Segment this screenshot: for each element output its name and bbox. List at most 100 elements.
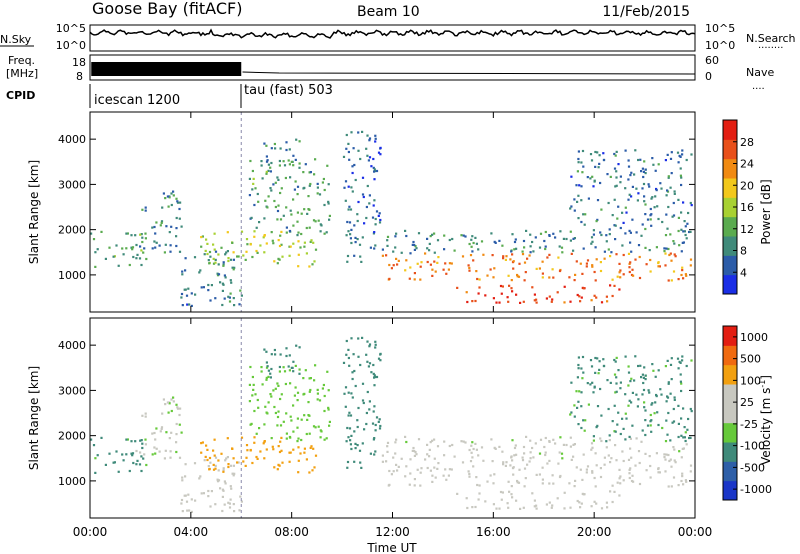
power-echo-cell [544, 230, 547, 234]
velocity-echo-cell [251, 375, 254, 379]
power-echo-cell [533, 299, 536, 302]
power-echo-cell [468, 266, 471, 270]
power-echo-cell [593, 294, 596, 297]
velocity-echo-cell [609, 461, 612, 464]
velocity-echo-cell [353, 430, 356, 433]
velocity-echo-cell [580, 502, 583, 505]
power-echo-cell [222, 283, 225, 286]
velocity-echo-cell [538, 473, 541, 476]
colorbar-swatch [723, 274, 737, 295]
power-echo-cell [664, 234, 668, 237]
velocity-echo-cell [593, 476, 596, 480]
velocity-echo-cell [321, 387, 324, 390]
power-echo-cell [143, 247, 146, 250]
velocity-echo-cell [96, 454, 99, 457]
colorbar-swatch [723, 480, 737, 501]
power-echo-cell [493, 267, 496, 270]
power-echo-cell [502, 257, 505, 260]
power-echo-cell [541, 272, 544, 275]
power-echo-cell [379, 146, 382, 149]
velocity-echo-cell [560, 452, 564, 455]
velocity-echo-cell [621, 417, 624, 420]
power-echo-cell [569, 239, 572, 242]
velocity-echo-cell [248, 400, 251, 403]
power-echo-cell [94, 251, 97, 254]
power-echo-cell [282, 160, 285, 163]
power-echo-cell [222, 263, 225, 266]
power-echo-cell [419, 265, 422, 268]
velocity-echo-cell [374, 346, 377, 349]
velocity-echo-cell [669, 392, 672, 395]
power-echo-cell [669, 252, 672, 255]
power-echo-cell [677, 161, 680, 164]
power-echo-cell [513, 240, 517, 244]
velocity-echo-cell [276, 382, 279, 385]
power-echo-cell [164, 243, 167, 246]
velocity-echo-cell [100, 436, 103, 439]
velocity-echo-cell [617, 369, 620, 372]
velocity-echo-cell [613, 358, 616, 362]
power-echo-cell [249, 159, 252, 163]
velocity-echo-cell [470, 451, 473, 454]
power-echo-cell [630, 250, 633, 253]
power-echo-cell [345, 147, 348, 150]
power-echo-cell [649, 214, 652, 217]
power-echo-cell [305, 252, 308, 255]
freq-panel: Freq. [MHz] 18 8 60 0 Nave .... [6, 54, 774, 92]
velocity-echo-cell [155, 447, 158, 450]
velocity-echo-cell [591, 471, 594, 474]
power-echo-cell [131, 248, 134, 251]
power-echo-cell [519, 301, 522, 304]
velocity-echo-cell [285, 432, 288, 435]
power-echo-cell [570, 175, 573, 178]
velocity-echo-cell [596, 357, 599, 360]
power-echo-cell [680, 183, 683, 187]
power-echo-cell [292, 198, 295, 201]
power-echo-cell [681, 153, 684, 156]
velocity-echo-cell [263, 423, 266, 426]
velocity-echo-cell [646, 424, 650, 427]
velocity-echo-cell [140, 439, 143, 442]
velocity-echo-cell [645, 469, 648, 472]
velocity-echo-cell [548, 440, 551, 443]
velocity-echo-cell [260, 370, 263, 373]
velocity-echo-cell [624, 393, 627, 396]
velocity-echo-cell [316, 392, 319, 395]
velocity-echo-cell [575, 390, 578, 393]
power-echo-cell [560, 246, 564, 249]
power-echo-cell [308, 265, 311, 268]
power-echo-cell [689, 264, 692, 267]
power-echo-cell [594, 279, 597, 282]
velocity-echo-cell [255, 432, 258, 435]
power-echo-cell [685, 237, 688, 240]
velocity-echo-cell [676, 357, 680, 360]
velocity-echo-cell [510, 456, 513, 459]
velocity-echo-cell [554, 442, 557, 445]
power-echo-cell [426, 247, 429, 250]
velocity-echo-cell [222, 470, 225, 473]
velocity-echo-cell [347, 414, 350, 417]
power-echo-cell [470, 245, 473, 248]
power-echo-cell [590, 242, 593, 245]
velocity-echo-cell [512, 473, 515, 476]
power-echo-cell [279, 234, 282, 237]
velocity-echo-cell [628, 399, 631, 402]
velocity-echo-cell [593, 500, 596, 503]
velocity-echo-cell [599, 475, 603, 479]
power-echo-cell [518, 262, 521, 265]
power-echo-cell [433, 260, 436, 263]
power-echo-cell [277, 178, 280, 181]
power-echo-cell [251, 255, 254, 259]
power-echo-cell [667, 279, 670, 282]
velocity-echo-cell [664, 365, 667, 368]
power-echo-cell [135, 243, 138, 247]
power-echo-cell [409, 252, 412, 255]
velocity-echo-cell [628, 472, 631, 475]
power-echo-cell [501, 244, 504, 247]
power-echo-cell [228, 296, 231, 299]
velocity-echo-cell [615, 382, 618, 385]
velocity-echo-cell [265, 448, 268, 451]
power-echo-cell [405, 234, 408, 238]
velocity-echo-cell [226, 456, 229, 459]
power-echo-cell [515, 293, 518, 296]
